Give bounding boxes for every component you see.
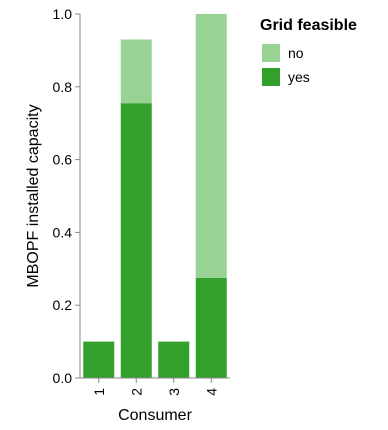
- y-axis-title: MBOPF installed capacity: [25, 104, 42, 287]
- y-axis: 0.0 0.2 0.4 0.6 0.8 1.0: [53, 6, 81, 386]
- legend-swatch-no: [262, 44, 280, 62]
- y-tick-label: 1.0: [53, 6, 73, 22]
- bar-yes-consumer-3: [158, 341, 190, 378]
- x-axis-title: Consumer: [118, 407, 192, 424]
- x-tick-label: 2: [128, 388, 144, 396]
- legend-swatch-yes: [262, 68, 280, 86]
- x-axis: 1 2 3 4: [80, 377, 230, 396]
- legend-label-yes: yes: [288, 69, 310, 85]
- x-tick-label: 3: [166, 388, 182, 396]
- bar-yes-consumer-1: [83, 341, 115, 378]
- bar-yes-consumer-2: [120, 103, 152, 379]
- bar-no-consumer-2: [120, 39, 152, 104]
- legend: Grid feasible no yes: [260, 17, 357, 86]
- y-tick-label: 0.8: [53, 79, 73, 95]
- bar-yes-consumer-4: [195, 277, 227, 378]
- x-tick-label: 4: [203, 388, 219, 396]
- x-tick-label: 1: [91, 388, 107, 396]
- y-tick-label: 0.4: [53, 224, 73, 240]
- legend-label-no: no: [288, 45, 304, 61]
- plot-area: [83, 14, 227, 379]
- y-tick-label: 0.6: [53, 152, 73, 168]
- y-tick-label: 0.0: [53, 370, 73, 386]
- y-tick-label: 0.2: [53, 297, 73, 313]
- legend-title: Grid feasible: [260, 17, 357, 34]
- bar-no-consumer-4: [195, 14, 227, 278]
